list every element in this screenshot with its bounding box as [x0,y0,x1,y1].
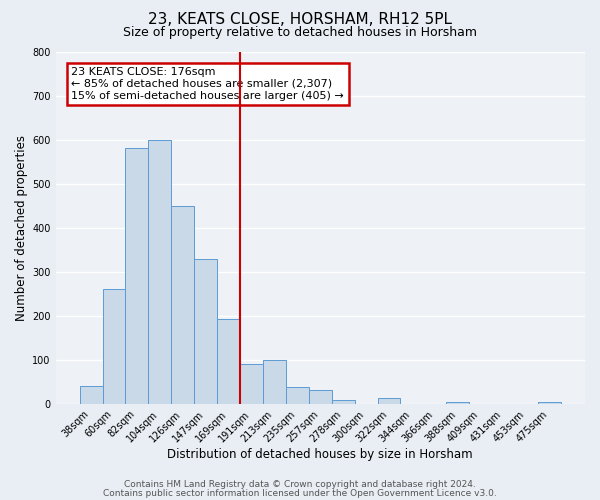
Bar [148,140,171,404]
Bar [332,400,355,404]
Bar [446,402,469,404]
Bar [103,288,125,404]
Bar [125,148,148,404]
Bar [538,402,561,404]
Text: Contains HM Land Registry data © Crown copyright and database right 2024.: Contains HM Land Registry data © Crown c… [124,480,476,489]
Bar [377,398,400,404]
Text: 23 KEATS CLOSE: 176sqm
← 85% of detached houses are smaller (2,307)
15% of semi-: 23 KEATS CLOSE: 176sqm ← 85% of detached… [71,68,344,100]
Bar [309,390,332,404]
Y-axis label: Number of detached properties: Number of detached properties [15,134,28,320]
Text: Contains public sector information licensed under the Open Government Licence v3: Contains public sector information licen… [103,488,497,498]
Bar [286,387,309,404]
Bar [171,206,194,404]
Bar [80,386,103,404]
Text: Size of property relative to detached houses in Horsham: Size of property relative to detached ho… [123,26,477,39]
X-axis label: Distribution of detached houses by size in Horsham: Distribution of detached houses by size … [167,448,473,461]
Bar [217,319,240,404]
Bar [240,364,263,404]
Bar [194,258,217,404]
Text: 23, KEATS CLOSE, HORSHAM, RH12 5PL: 23, KEATS CLOSE, HORSHAM, RH12 5PL [148,12,452,28]
Bar [263,360,286,404]
